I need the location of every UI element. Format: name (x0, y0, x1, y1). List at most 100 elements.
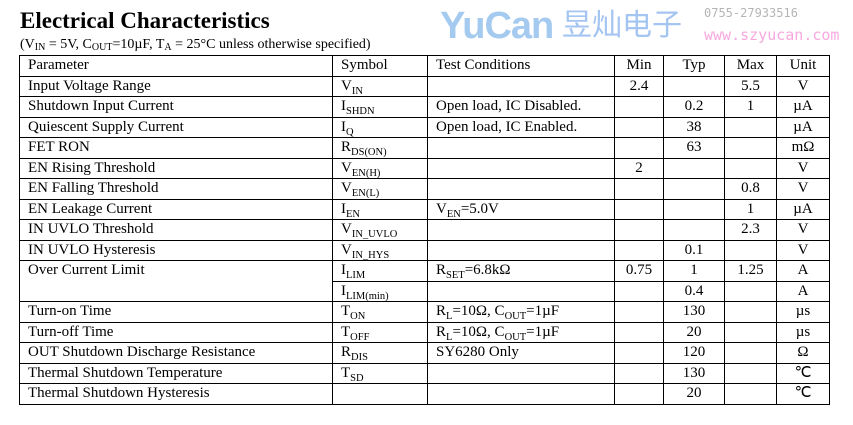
max-cell: 0.8 (724, 178, 777, 200)
table-row: EN Falling Threshold VEN(L) 0.8 V (19, 178, 830, 200)
max-cell (724, 301, 777, 323)
unit-cell: ℃ (776, 362, 830, 384)
unit-cell: µs (776, 321, 830, 343)
table-row: Input Voltage Range VIN 2.4 5.5 V (19, 75, 830, 97)
test-conditions-cell: Open load, IC Enabled. (427, 116, 615, 138)
typ-cell: 0.4 (663, 280, 725, 302)
parameter-cell: FET RON (19, 137, 333, 159)
typ-cell: 120 (663, 342, 725, 364)
symbol-cell: VIN_UVLO (332, 219, 428, 241)
max-cell (724, 239, 777, 261)
min-cell (614, 362, 664, 384)
symbol-cell: IQ (332, 116, 428, 138)
test-conditions-cell (427, 157, 615, 179)
table-row: Thermal Shutdown Temperature TSD 130 ℃ (19, 362, 830, 384)
parameter-cell: Input Voltage Range (19, 75, 333, 97)
symbol-cell: TON (332, 301, 428, 323)
min-cell (614, 321, 664, 343)
max-cell: 1.25 (724, 260, 777, 282)
symbol-cell: VEN(L) (332, 178, 428, 200)
typ-cell: 0.2 (663, 96, 725, 118)
parameter-cell: IN UVLO Hysteresis (19, 239, 333, 261)
unit-cell: V (776, 75, 830, 97)
min-cell (614, 383, 664, 405)
parameter-cell: OUT Shutdown Discharge Resistance (19, 342, 333, 364)
table-row: Quiescent Supply Current IQ Open load, IC … (19, 116, 830, 138)
min-cell (614, 280, 664, 302)
watermark-logo: YuCan (440, 5, 554, 47)
typ-cell: 130 (663, 362, 725, 384)
typ-cell (663, 178, 725, 200)
max-cell (724, 383, 777, 405)
max-cell: 1 (724, 96, 777, 118)
header-max: Max (724, 55, 777, 77)
min-cell (614, 96, 664, 118)
min-cell (614, 239, 664, 261)
min-cell (614, 219, 664, 241)
symbol-cell (332, 383, 428, 405)
parameter-cell: EN Rising Threshold (19, 157, 333, 179)
unit-cell: µA (776, 96, 830, 118)
max-cell (724, 137, 777, 159)
typ-cell: 63 (663, 137, 725, 159)
test-conditions-cell (427, 239, 615, 261)
min-cell (614, 178, 664, 200)
test-conditions-cell (427, 137, 615, 159)
typ-cell: 1 (663, 260, 725, 282)
max-cell (724, 342, 777, 364)
test-conditions-note: (VIN = 5V, COUT=10µF, TA = 25°C unless o… (20, 37, 371, 53)
symbol-cell: RDIS (332, 342, 428, 364)
symbol-cell: VEN(H) (332, 157, 428, 179)
parameter-cell: Over Current Limit (19, 260, 333, 302)
header-parameter: Parameter (19, 55, 333, 77)
typ-cell (663, 75, 725, 97)
test-conditions-cell (427, 362, 615, 384)
max-cell (724, 116, 777, 138)
max-cell: 5.5 (724, 75, 777, 97)
table-header-row: Parameter Symbol Test Conditions Min Typ… (19, 55, 830, 77)
unit-cell: V (776, 239, 830, 261)
min-cell: 2.4 (614, 75, 664, 97)
page-title: Electrical Characteristics (20, 8, 270, 33)
min-cell (614, 116, 664, 138)
unit-cell: mΩ (776, 137, 830, 159)
symbol-cell: ISHDN (332, 96, 428, 118)
parameter-cell: Thermal Shutdown Hysteresis (19, 383, 333, 405)
min-cell (614, 137, 664, 159)
unit-cell: µA (776, 116, 830, 138)
electrical-characteristics-table: Parameter Symbol Test Conditions Min Typ… (19, 55, 830, 405)
unit-cell: A (776, 280, 830, 302)
table-row: Over Current Limit ILIM RSET=6.8kΩ 0.75 1 1.2… (19, 260, 830, 302)
table-row: Shutdown Input Current ISHDN Open load, IC… (19, 96, 830, 118)
table-row: Thermal Shutdown Hysteresis 20 ℃ (19, 383, 830, 405)
max-cell (724, 280, 777, 302)
symbol-cell: VIN_HYS (332, 239, 428, 261)
typ-cell: 20 (663, 321, 725, 343)
unit-cell: V (776, 178, 830, 200)
test-conditions-cell: Open load, IC Disabled. (427, 96, 615, 118)
table-row: Turn-on Time TON RL=10Ω, COUT=1µF 130 µs (19, 301, 830, 323)
test-conditions-cell (427, 178, 615, 200)
min-cell (614, 198, 664, 220)
table-row: OUT Shutdown Discharge Resistance RDIS SY6… (19, 342, 830, 364)
watermark-phone: 0755-27933516 (704, 6, 798, 20)
header-symbol: Symbol (332, 55, 428, 77)
unit-cell: µA (776, 198, 830, 220)
max-cell (724, 157, 777, 179)
parameter-cell: Shutdown Input Current (19, 96, 333, 118)
table-row: FET RON RDS(ON) 63 mΩ (19, 137, 830, 159)
symbol-cell: ILIM (332, 260, 428, 282)
typ-cell: 130 (663, 301, 725, 323)
table-row: Turn-off Time TOFF RL=10Ω, COUT=1µF 20 µs (19, 321, 830, 343)
typ-cell (663, 157, 725, 179)
max-cell (724, 321, 777, 343)
test-conditions-cell (427, 383, 615, 405)
unit-cell: A (776, 260, 830, 282)
typ-cell (663, 198, 725, 220)
parameter-cell: Turn-off Time (19, 321, 333, 343)
symbol-cell: ILIM(min) (332, 280, 428, 302)
test-conditions-cell: RSET=6.8kΩ (427, 260, 615, 282)
max-cell: 1 (724, 198, 777, 220)
typ-cell: 20 (663, 383, 725, 405)
unit-cell: ℃ (776, 383, 830, 405)
